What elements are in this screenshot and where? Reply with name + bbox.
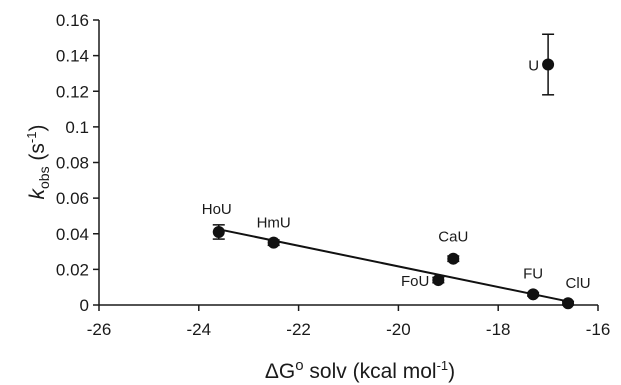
y-axis-title-unit-sup: -1 xyxy=(24,132,39,144)
y-tick-label: 0.16 xyxy=(56,11,89,30)
y-tick-label: 0 xyxy=(80,296,89,315)
x-axis-title-unit-sup: -1 xyxy=(437,358,449,373)
y-tick-label: 0.12 xyxy=(56,82,89,101)
y-axis-title-k: k xyxy=(26,187,49,199)
y-axis-title-sub: obs xyxy=(36,166,52,189)
x-tick-label: -26 xyxy=(87,320,112,339)
y-tick-label: 0.04 xyxy=(56,225,89,244)
x-axis-title: ΔGo solv (kcal mol-1) xyxy=(265,357,455,383)
point-label: FU xyxy=(523,265,543,282)
point-label: ClU xyxy=(566,275,591,292)
x-tick-label: -16 xyxy=(586,320,611,339)
data-point xyxy=(267,236,280,249)
y-tick-label: 0.08 xyxy=(56,154,89,173)
data-point xyxy=(542,58,555,71)
data-point xyxy=(432,274,445,287)
x-axis-title-rest: solv (kcal mol xyxy=(304,360,437,383)
y-tick-label: 0.06 xyxy=(56,189,89,208)
x-tick-label: -18 xyxy=(486,320,511,339)
y-axis-title-close: ) xyxy=(26,125,49,132)
y-axis-title-unit: (s xyxy=(26,143,49,166)
point-label: HoU xyxy=(202,201,232,218)
data-point xyxy=(212,225,225,238)
x-tick-label: -24 xyxy=(187,320,212,339)
plot-area: 0 0.02 0.04 0.06 0.08 0.1 0.12 0.14 0.16 -26 -24 -2… xyxy=(56,11,610,339)
x-tick-label: -22 xyxy=(286,320,311,339)
y-tick-label: 0.14 xyxy=(56,47,89,66)
x-tick-label: -20 xyxy=(386,320,411,339)
data-point xyxy=(447,252,460,265)
x-axis-title-main: ΔG xyxy=(265,360,295,383)
x-axis-title-close: ) xyxy=(448,360,455,383)
x-axis-title-sup: o xyxy=(295,357,303,374)
data-point xyxy=(527,288,540,301)
point-label: CaU xyxy=(438,229,468,246)
point-label: HmU xyxy=(257,215,291,232)
y-axis-title: kobs (s-1) xyxy=(24,125,52,200)
y-tick-label: 0.02 xyxy=(56,260,89,279)
point-label: U xyxy=(528,58,539,75)
y-tick-label: 0.1 xyxy=(65,118,89,137)
point-label: FoU xyxy=(401,273,429,290)
data-point xyxy=(562,297,575,310)
